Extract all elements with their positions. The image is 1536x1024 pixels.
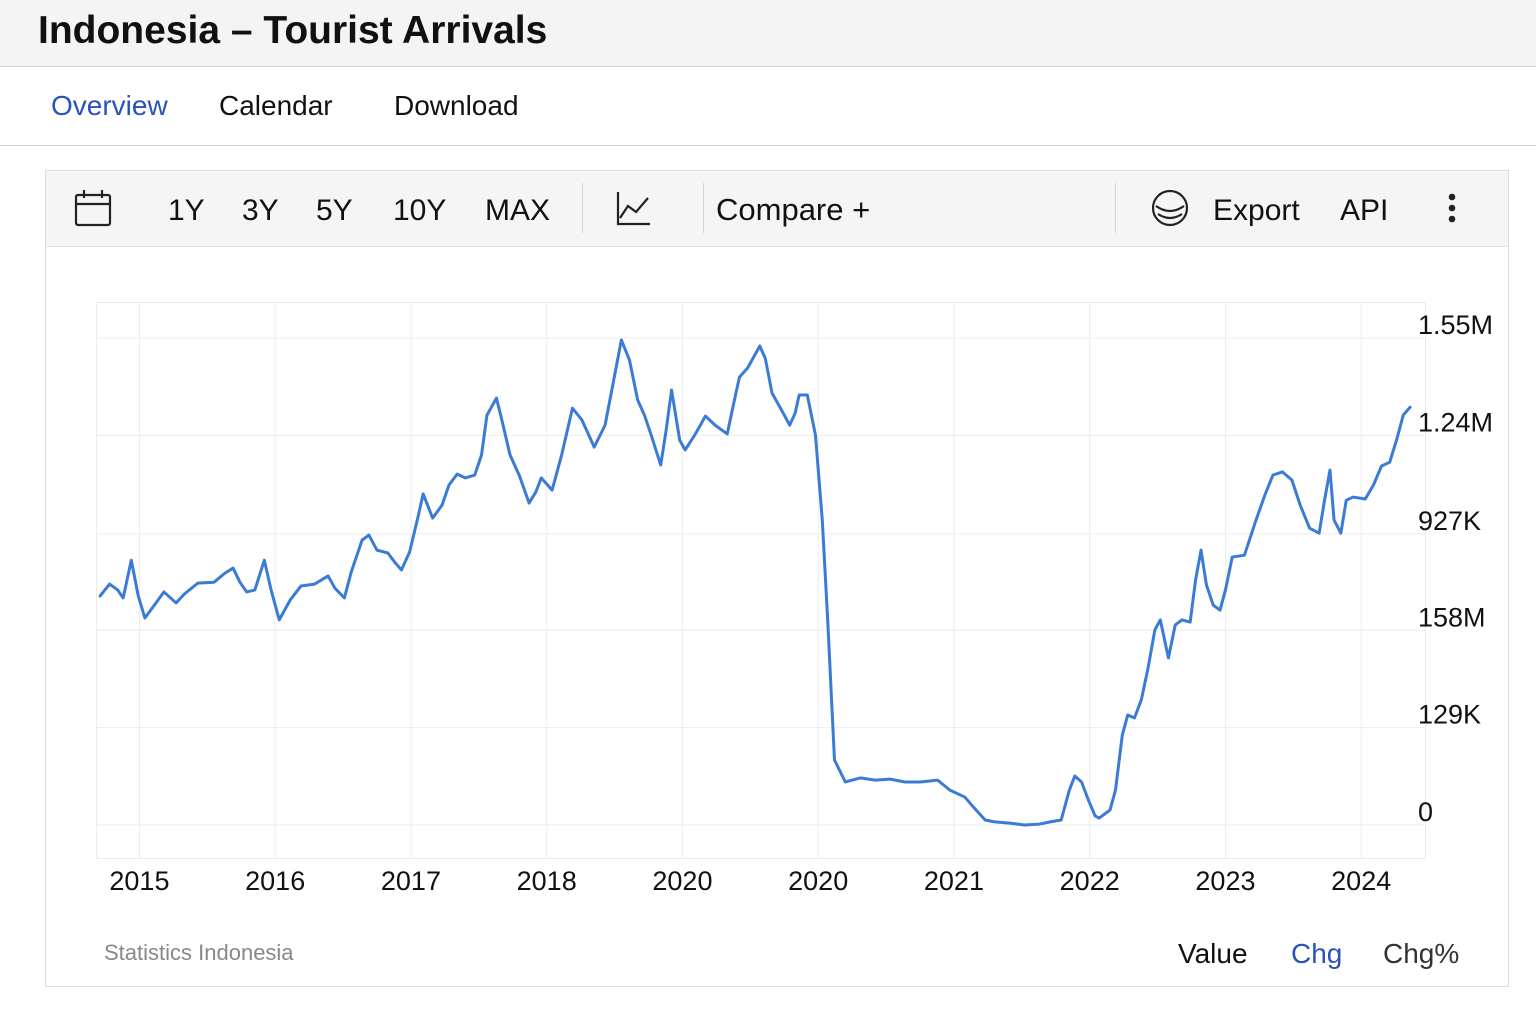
view-option[interactable]: Chg%: [1383, 938, 1459, 969]
x-tick-label: 2017: [381, 866, 441, 896]
x-tick-label: 2023: [1195, 866, 1255, 896]
x-tick-label: 2018: [517, 866, 577, 896]
calendar-icon[interactable]: [74, 190, 112, 227]
y-tick-label: 1.55M: [1418, 310, 1493, 340]
header-bar: [0, 0, 1536, 66]
view-option[interactable]: Chg: [1291, 938, 1342, 969]
y-tick-label: 158M: [1418, 602, 1486, 632]
x-tick-label: 2024: [1331, 866, 1391, 896]
plot-area: [96, 302, 1426, 859]
range-button[interactable]: 1Y: [168, 194, 205, 227]
more-menu[interactable]: [1448, 193, 1456, 223]
x-tick-label: 2021: [924, 866, 984, 896]
y-tick-label: 1.24M: [1418, 408, 1493, 438]
x-tick-label: 2020: [788, 866, 848, 896]
compare-button[interactable]: Compare +: [716, 192, 870, 227]
tab[interactable]: Download: [394, 90, 519, 121]
x-tick-label: 2015: [109, 866, 169, 896]
range-button[interactable]: 3Y: [242, 194, 279, 227]
y-tick-label: 0: [1418, 797, 1433, 827]
api-button[interactable]: API: [1340, 194, 1388, 227]
export-icon[interactable]: [1151, 189, 1189, 227]
grid: 0 129K 158M 927K 1.24M 1.55M 2015 2016 2017 2018 2…: [96, 302, 1493, 896]
data-line: [98, 338, 1412, 827]
range-button[interactable]: 5Y: [316, 194, 353, 227]
toolbar: [46, 171, 1508, 246]
chart-panel: [45, 170, 1509, 987]
range-button[interactable]: MAX: [485, 194, 550, 227]
y-tick-label: 129K: [1418, 700, 1481, 730]
range-button[interactable]: 10Y: [393, 194, 446, 227]
page-title: Indonesia – Tourist Arrivals: [38, 9, 547, 52]
tab[interactable]: Overview: [51, 90, 168, 121]
x-tick-label: 2022: [1060, 866, 1120, 896]
export-button[interactable]: Export: [1213, 194, 1300, 227]
chart-type-icon[interactable]: [616, 192, 650, 226]
source: Statistics Indonesia: [104, 940, 294, 965]
plot: [98, 338, 1412, 827]
x-tick-label: 2016: [245, 866, 305, 896]
y-tick-label: 927K: [1418, 506, 1481, 536]
x-tick-label: 2020: [652, 866, 712, 896]
tab[interactable]: Calendar: [219, 90, 333, 121]
view-option[interactable]: Value: [1178, 938, 1248, 969]
